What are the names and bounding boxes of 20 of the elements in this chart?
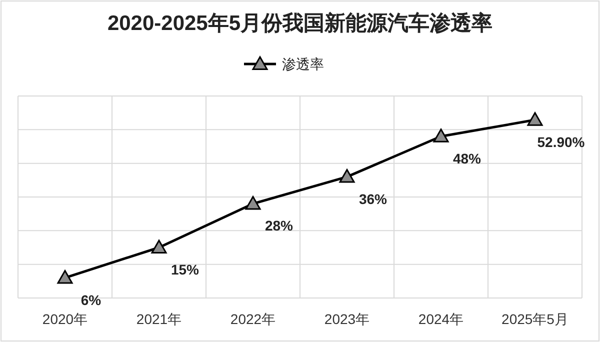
- point: [57, 270, 73, 284]
- data-label: 48%: [452, 150, 482, 166]
- data-label: 52.90%: [537, 134, 586, 150]
- point: [151, 240, 167, 254]
- x-tick-label: 2024年: [418, 311, 464, 327]
- x-tick-label: 2025年5月: [502, 311, 568, 327]
- data-label: 36%: [358, 190, 388, 207]
- point: [527, 112, 543, 126]
- point: [245, 196, 261, 210]
- data-label: 28%: [264, 218, 294, 234]
- x-tick-label: 2022年: [230, 311, 276, 327]
- chart-title: 2020-2025年5月份我国新能源汽车渗透率: [107, 11, 493, 35]
- x-tick-label: 2021年: [136, 311, 182, 327]
- point: [433, 128, 449, 142]
- data-label: 6%: [80, 292, 102, 308]
- legend-label: 渗透率: [282, 56, 324, 72]
- x-tick-label: 2023年: [324, 311, 370, 327]
- x-tick-label: 2020年: [42, 311, 88, 327]
- point: [339, 169, 355, 183]
- data-label: 15%: [170, 262, 200, 278]
